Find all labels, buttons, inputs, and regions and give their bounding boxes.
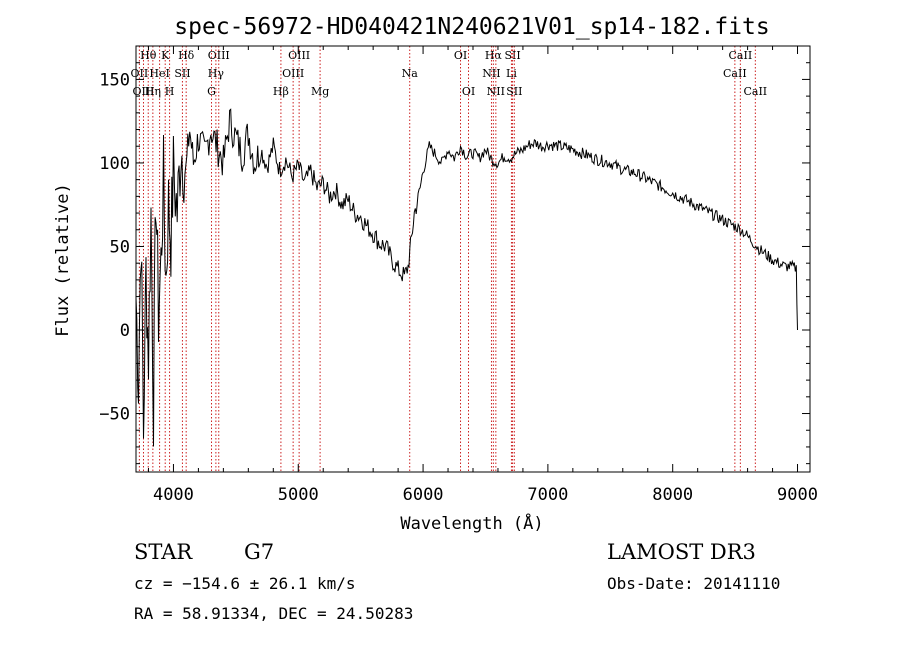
line-marker-label-4: HeI (149, 67, 169, 80)
x-tick-label-5000: 5000 (278, 485, 319, 505)
line-marker-label-20: NII (482, 67, 500, 80)
y-axis: −50 0 50 100 150 (99, 62, 810, 465)
y-tick-label-50: 50 (110, 237, 130, 257)
survey-name: LAMOST DR3 (607, 540, 756, 564)
redshift-cz: cz = −154.6 ± 26.1 km/s (134, 574, 356, 593)
line-marker-label-8: SII (174, 67, 190, 80)
line-marker-label-7: Hδ (178, 49, 195, 62)
spectrum-series (135, 108, 798, 447)
line-marker-label-14: OIII (282, 67, 304, 80)
line-marker-label-6: H (165, 85, 175, 98)
y-axis-label: Flux (relative) (53, 183, 73, 337)
line-marker-label-10: Hγ (208, 67, 225, 80)
line-marker-label-2: OIII (132, 85, 154, 98)
x-axis: 4000 5000 6000 7000 8000 9000 (147, 46, 818, 505)
line-marker-label-24: SII (506, 85, 522, 98)
line-marker-label-11: G (207, 85, 216, 98)
y-tick-label--50: −50 (99, 405, 130, 425)
line-marker-label-26: CaII (723, 67, 747, 80)
line-marker-label-1: OII (131, 67, 149, 80)
x-tick-label-6000: 6000 (403, 485, 444, 505)
observation-date: Obs-Date: 20141110 (607, 574, 781, 593)
ra-dec-coordinates: RA = 58.91334, DEC = 24.50283 (134, 604, 414, 623)
object-class: STAR (134, 540, 193, 564)
line-marker-label-5: Hη (145, 85, 161, 98)
line-marker-label-12: Hβ (273, 85, 289, 98)
line-marker-label-22: SII (504, 49, 520, 62)
line-marker-label-21: NII (487, 85, 505, 98)
x-tick-label-4000: 4000 (153, 485, 194, 505)
line-marker-label-3: K (161, 49, 170, 62)
line-marker-label-9: OIII (208, 49, 230, 62)
chart-title: spec-56972-HD040421N240621V01_sp14-182.f… (174, 14, 769, 40)
x-axis-label: Wavelength (Å) (400, 512, 543, 534)
line-marker-label-15: Mg (311, 85, 329, 98)
x-tick-label-7000: 7000 (527, 485, 568, 505)
y-tick-label-100: 100 (99, 154, 130, 174)
object-subclass: G7 (244, 540, 275, 564)
line-marker-label-25: CaII (729, 49, 753, 62)
line-marker-label-0: Hθ (140, 49, 157, 62)
line-marker-label-18: OI (462, 85, 475, 98)
line-marker-label-13: OIII (288, 49, 310, 62)
line-markers: Hθ OII OIII K HeI Hη H Hδ SII OIII Hγ G Hβ OIII OIII Mg… (131, 46, 767, 472)
spectrum-line (135, 108, 798, 447)
line-marker-label-27: CaII (743, 85, 767, 98)
line-marker-label-17: OI (454, 49, 467, 62)
plot-frame (135, 45, 811, 473)
x-tick-label-8000: 8000 (652, 485, 693, 505)
x-tick-label-9000: 9000 (777, 485, 818, 505)
line-marker-label-19: Hα (485, 49, 503, 62)
line-marker-label-16: Na (402, 67, 419, 80)
y-tick-label-0: 0 (120, 321, 130, 341)
y-tick-label-150: 150 (99, 70, 130, 90)
line-marker-label-23: Li (506, 67, 517, 80)
